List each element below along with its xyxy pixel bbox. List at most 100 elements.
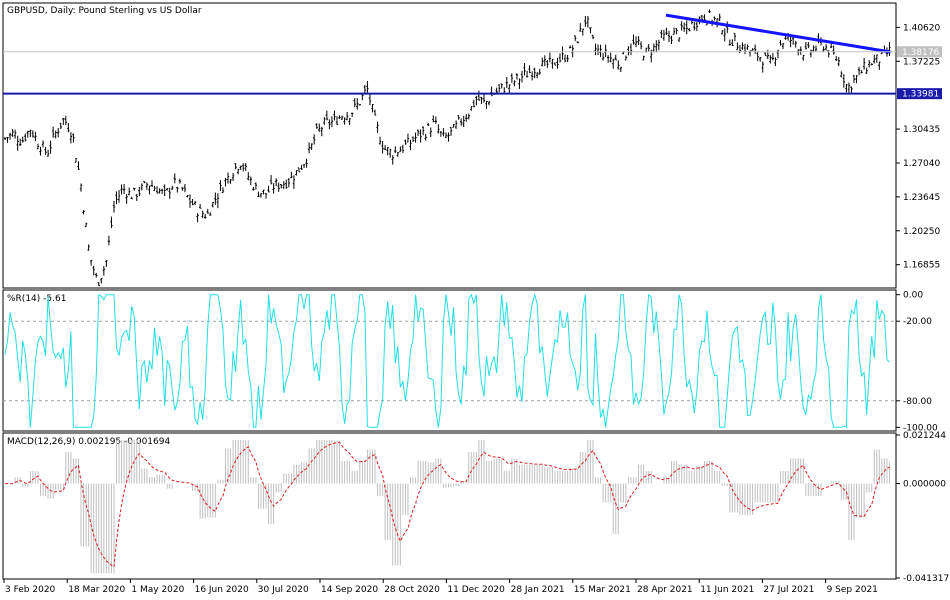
macd-panel[interactable]: MACD(12,26,9) 0.002195 -0.001694 — [2, 432, 897, 580]
price-panel-frame — [2, 2, 897, 289]
price-bar — [64, 115, 68, 126]
price-bar — [495, 87, 498, 94]
price-bar — [312, 134, 316, 145]
price-bar — [586, 16, 590, 28]
time-tick-label: 28 Apr 2021 — [637, 585, 693, 595]
price-bar — [482, 93, 486, 103]
price-bar — [675, 28, 678, 35]
price-bar — [107, 235, 111, 246]
price-bar — [201, 210, 204, 219]
price-bar — [695, 21, 699, 32]
time-tick-label: 11 Dec 2020 — [447, 585, 505, 595]
price-bar — [721, 30, 724, 35]
price-bar — [87, 244, 90, 251]
price-bar — [470, 106, 473, 111]
price-panel[interactable]: GBPUSD, Daily: Pound Sterling vs US Doll… — [2, 2, 897, 289]
price-bar — [614, 54, 617, 61]
macd-axis: 0.021244 0.000000 -0.041317 — [896, 431, 949, 584]
price-bar — [682, 22, 686, 32]
price-bar — [219, 180, 222, 192]
price-bar — [165, 188, 169, 191]
price-bar — [789, 35, 792, 48]
price-bar — [262, 189, 265, 195]
price-bar — [79, 183, 83, 192]
price-bar — [247, 172, 250, 181]
price-bar — [323, 117, 326, 125]
price-bar — [133, 187, 136, 191]
price-bar — [356, 98, 359, 110]
price-bar — [226, 172, 230, 184]
price-bar — [508, 84, 511, 94]
price-bar — [723, 28, 726, 42]
price-bar — [135, 193, 138, 201]
price-bar — [791, 36, 795, 45]
price-bar — [257, 191, 260, 198]
price-bar — [97, 282, 100, 287]
price-bar — [670, 35, 673, 45]
price-bar — [870, 63, 873, 66]
macd-frame — [2, 432, 897, 580]
price-bar — [280, 184, 283, 189]
time-tick-label: 14 Sep 2020 — [321, 585, 378, 595]
price-bar — [49, 140, 52, 154]
price-bar — [584, 16, 587, 27]
price-bar — [728, 39, 732, 46]
price-bar — [330, 116, 334, 128]
price-bar — [277, 182, 280, 192]
price-bar — [523, 62, 526, 76]
price-bar — [771, 53, 775, 61]
price-bar — [860, 70, 863, 74]
price-bar — [371, 103, 374, 113]
price-bar — [878, 61, 881, 70]
price-bar — [59, 122, 62, 130]
trendline[interactable] — [665, 13, 891, 54]
time-tick-label: 9 Sep 2021 — [827, 585, 878, 595]
price-bar — [168, 187, 171, 199]
price-bar — [89, 259, 93, 266]
price-bar — [188, 194, 192, 208]
macd-signal-line — [5, 441, 890, 568]
price-bar — [835, 55, 838, 61]
price-bar — [427, 122, 430, 127]
price-tick-label: 1.23645 — [903, 193, 940, 203]
price-bar — [459, 118, 463, 126]
price-bar — [530, 71, 534, 81]
price-bar — [95, 272, 98, 278]
price-bar — [774, 57, 777, 67]
price-bar — [604, 44, 607, 58]
price-bar — [181, 187, 184, 191]
price-bar — [300, 164, 303, 170]
price-bar — [231, 172, 235, 182]
price-bar — [11, 129, 14, 137]
price-bar — [307, 142, 311, 154]
price-bar — [764, 52, 767, 56]
price-bar — [31, 130, 35, 138]
price-bar — [857, 66, 861, 76]
williams-r-tick-label: 0.00 — [903, 291, 923, 301]
price-bar — [34, 131, 37, 142]
price-bar — [741, 42, 744, 50]
price-bar — [637, 36, 640, 46]
price-bar — [21, 136, 24, 143]
price-bar — [462, 115, 465, 128]
williams-r-line — [4, 292, 890, 429]
price-bar — [837, 56, 840, 67]
price-bar — [214, 192, 217, 205]
price-bar — [259, 192, 263, 198]
price-bar — [751, 48, 754, 51]
price-bar — [647, 43, 650, 52]
price-tick-label: 1.40620 — [903, 23, 940, 33]
price-bar — [191, 199, 194, 206]
price-bar — [629, 43, 633, 56]
price-bar — [350, 112, 354, 117]
williams-r-panel[interactable]: %R(14) -5.61 — [2, 289, 897, 432]
price-bar — [652, 43, 655, 53]
price-bar — [239, 165, 242, 171]
price-bar — [138, 187, 141, 197]
price-bar — [513, 80, 516, 87]
price-bar — [812, 45, 815, 53]
price-bar — [437, 124, 440, 134]
price-bar — [568, 45, 572, 49]
price-bar — [809, 49, 813, 58]
